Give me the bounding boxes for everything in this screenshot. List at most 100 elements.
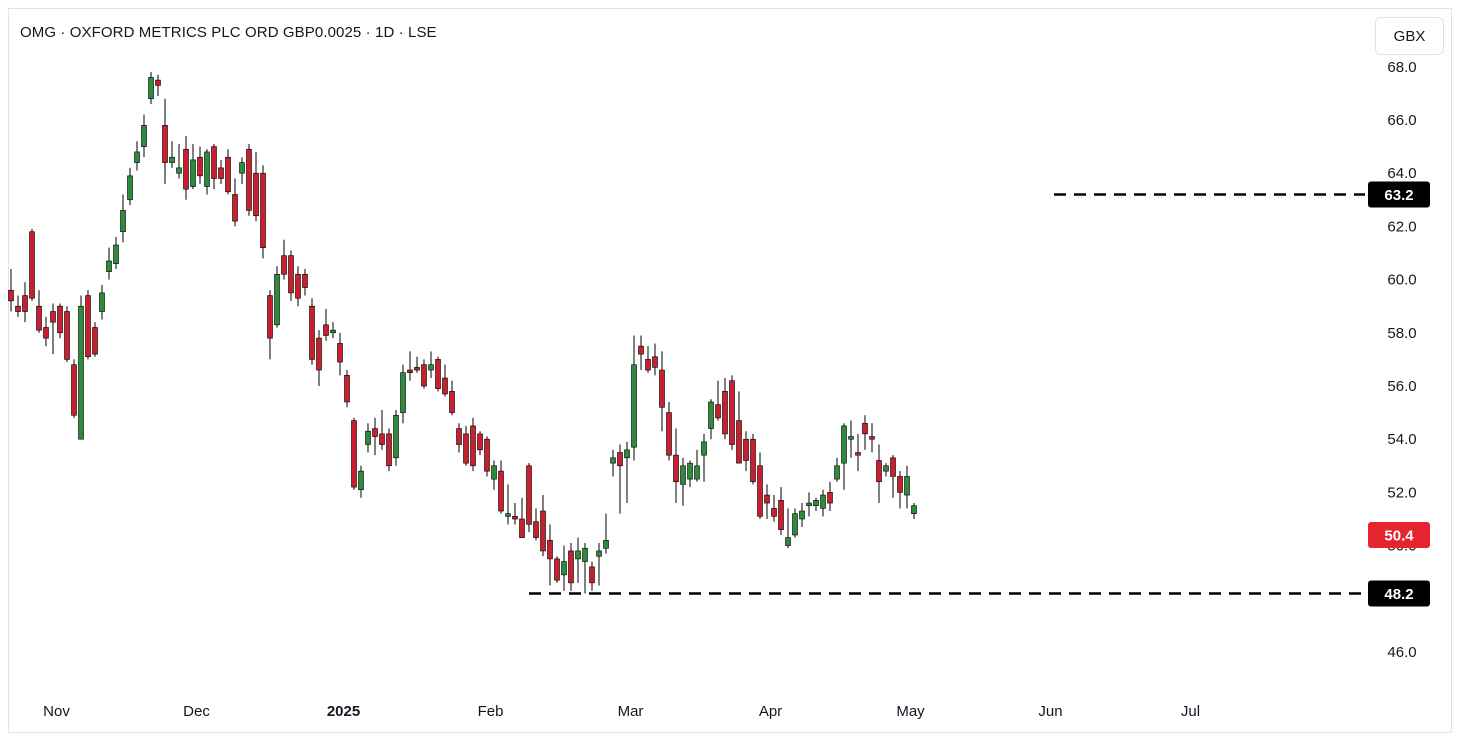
candle[interactable] [687,460,693,488]
candle[interactable] [99,284,105,320]
candle[interactable] [554,556,560,583]
candle[interactable] [589,561,595,591]
candle[interactable] [15,295,21,317]
candle[interactable] [141,114,147,158]
candle[interactable] [127,167,133,206]
candle[interactable] [862,415,868,450]
candle[interactable] [134,141,140,171]
candle[interactable] [743,431,749,472]
candle[interactable] [645,346,651,373]
candle[interactable] [183,135,189,200]
candle[interactable] [372,417,378,456]
candle[interactable] [708,399,714,440]
candle[interactable] [225,149,231,195]
candle[interactable] [393,409,399,466]
candle[interactable] [680,457,686,506]
candle[interactable] [456,423,462,453]
candle[interactable] [701,433,707,482]
candle[interactable] [421,359,427,389]
candle[interactable] [64,306,70,363]
candle[interactable] [239,157,245,184]
candle[interactable] [358,465,364,498]
candle[interactable] [596,542,602,586]
candle[interactable] [85,290,91,360]
candle[interactable] [855,433,861,472]
candle[interactable] [911,503,917,519]
candle[interactable] [540,495,546,557]
candle[interactable] [323,308,329,341]
candle[interactable] [890,455,896,498]
candle[interactable] [113,237,119,269]
candle[interactable] [71,359,77,418]
candle[interactable] [344,370,350,408]
candle[interactable] [694,449,700,482]
candle[interactable] [463,425,469,466]
candle[interactable] [337,332,343,376]
candle[interactable] [729,375,735,450]
candle[interactable] [883,463,889,477]
candle[interactable] [519,497,525,538]
candle[interactable] [792,508,798,538]
candle[interactable] [288,250,294,301]
candle[interactable] [218,159,224,184]
candle[interactable] [449,380,455,416]
candle[interactable] [106,247,112,280]
candle[interactable] [365,423,371,453]
candle[interactable] [547,524,553,586]
candle[interactable] [442,364,448,397]
candle[interactable] [120,194,126,243]
candle[interactable] [435,356,441,392]
candle[interactable] [869,423,875,453]
candle[interactable] [631,335,637,461]
candle[interactable] [50,303,56,355]
candle[interactable] [176,143,182,179]
currency-button[interactable]: GBX [1375,17,1444,55]
candle[interactable] [330,322,336,339]
candle[interactable] [617,444,623,514]
candle[interactable] [813,497,819,512]
candle[interactable] [610,449,616,477]
candle[interactable] [260,165,266,259]
candle[interactable] [876,444,882,504]
candle[interactable] [603,513,609,554]
candle[interactable] [715,380,721,421]
candle[interactable] [771,495,777,522]
candle[interactable] [400,364,406,424]
candle[interactable] [246,143,252,216]
candle[interactable] [407,351,413,381]
candle[interactable] [799,503,805,527]
candle[interactable] [652,343,658,376]
candle[interactable] [155,74,161,97]
candle[interactable] [764,484,770,519]
candle[interactable] [414,356,420,373]
candle[interactable] [561,545,567,591]
candle[interactable] [785,508,791,549]
candle[interactable] [295,266,301,307]
candle[interactable] [841,423,847,490]
candle[interactable] [43,316,49,347]
candle[interactable] [722,378,728,440]
candle[interactable] [204,149,210,195]
candle[interactable] [232,178,238,227]
candle[interactable] [386,428,392,472]
candle[interactable] [169,141,175,168]
candle[interactable] [666,401,672,461]
candle[interactable] [659,351,665,432]
candle[interactable] [29,229,35,301]
candle[interactable] [624,441,630,504]
candle[interactable] [491,460,497,490]
candle[interactable] [281,239,287,280]
candle[interactable] [834,457,840,482]
candle[interactable] [351,417,357,490]
candle[interactable] [827,481,833,512]
candle[interactable] [582,542,588,594]
candle[interactable] [211,143,217,190]
candle[interactable] [533,508,539,541]
candle[interactable] [267,290,273,360]
candle[interactable] [757,452,763,520]
candle[interactable] [148,72,154,105]
candle[interactable] [78,295,84,440]
candle[interactable] [736,391,742,464]
candle[interactable] [36,290,42,333]
candle[interactable] [274,266,280,328]
